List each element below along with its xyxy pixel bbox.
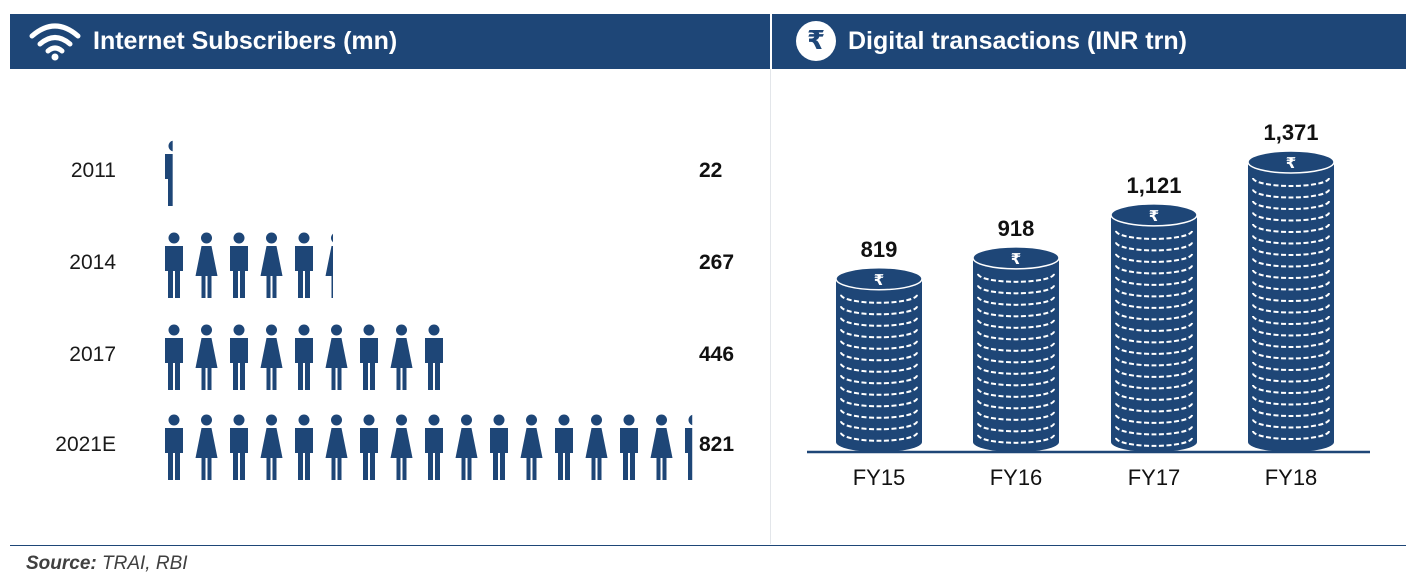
man-icon: [555, 414, 573, 480]
woman-icon: [260, 324, 283, 390]
woman-icon: [195, 414, 218, 480]
digital-transactions-title: Digital transactions (INR trn): [848, 27, 1187, 55]
man-icon: [295, 414, 313, 480]
data-label: 821: [699, 433, 735, 456]
man-icon: [360, 324, 378, 390]
woman-icon: [195, 324, 218, 390]
man-icon: [360, 414, 378, 480]
category-label: 2014: [69, 251, 116, 274]
category-label: 2021E: [55, 433, 116, 456]
category-label: 2017: [69, 343, 116, 366]
rupee-icon: ₹: [1149, 207, 1159, 225]
data-label: 267: [699, 251, 735, 274]
man-icon: [230, 414, 248, 480]
data-label: 22: [699, 159, 723, 182]
wifi-icon: [29, 23, 81, 61]
rupee-icon: ₹: [1286, 154, 1296, 172]
man-icon: [165, 140, 173, 206]
woman-icon: [390, 324, 413, 390]
data-label: 819: [860, 236, 898, 262]
data-label: 1,371: [1263, 120, 1319, 145]
internet-subscribers-header: Internet Subscribers (mn): [10, 14, 770, 69]
footer-rule: [10, 545, 1406, 546]
digital-transactions-header: ₹ Digital transactions (INR trn): [772, 14, 1406, 69]
woman-icon: [325, 324, 348, 390]
bar: [165, 414, 693, 480]
category-label: FY18: [1264, 465, 1318, 490]
category-label: FY15: [852, 465, 906, 490]
bar: [165, 324, 443, 390]
man-icon: [620, 414, 638, 480]
man-icon: [230, 232, 248, 298]
woman-icon: [260, 232, 283, 298]
bar: ₹: [835, 267, 923, 452]
source-note: Source: TRAI, RBI: [26, 553, 188, 575]
rupee-icon: ₹: [1011, 250, 1021, 268]
man-icon: [295, 232, 313, 298]
bar: ₹: [1247, 150, 1335, 452]
man-icon: [685, 414, 693, 480]
man-icon: [295, 324, 313, 390]
data-label: 446: [699, 343, 735, 366]
woman-icon: [260, 414, 283, 480]
man-icon: [425, 324, 443, 390]
man-icon: [165, 414, 183, 480]
woman-icon: [325, 414, 348, 480]
woman-icon: [390, 414, 413, 480]
charts-canvas: ₹ ₹ ₹ ₹: [165, 140, 1370, 480]
woman-icon: [195, 232, 218, 298]
category-label: 2011: [70, 159, 116, 182]
man-icon: [165, 324, 183, 390]
rupee-icon: ₹: [796, 21, 836, 61]
category-label: FY17: [1127, 465, 1181, 490]
source-prefix: Source:: [26, 553, 97, 574]
category-label: FY16: [989, 465, 1043, 490]
bar: [165, 232, 333, 298]
woman-icon: [455, 414, 478, 480]
internet-subscribers-title: Internet Subscribers (mn): [93, 27, 398, 55]
data-label: 918: [997, 215, 1035, 241]
bar: [165, 140, 173, 206]
man-icon: [165, 232, 183, 298]
woman-icon: [325, 233, 333, 298]
data-label: 1,121: [1126, 172, 1182, 198]
man-icon: [425, 414, 443, 480]
bar: ₹: [972, 246, 1060, 452]
woman-icon: [650, 414, 673, 480]
source-text: TRAI, RBI: [102, 553, 188, 574]
rupee-icon: ₹: [874, 271, 884, 289]
woman-icon: [585, 414, 608, 480]
man-icon: [490, 414, 508, 480]
bar: ₹: [1110, 203, 1198, 452]
panel-divider: [770, 69, 771, 544]
woman-icon: [520, 414, 543, 480]
man-icon: [230, 324, 248, 390]
